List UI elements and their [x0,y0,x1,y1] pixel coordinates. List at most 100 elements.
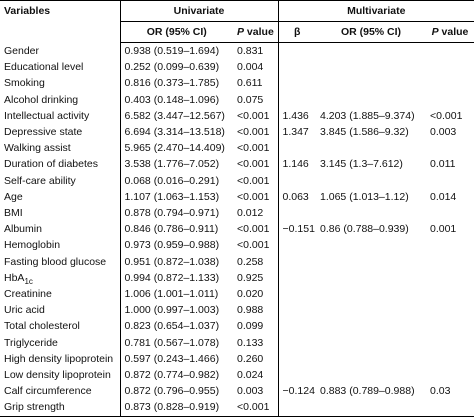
row-label: Walking assist [0,140,121,157]
table-row: HbA1c 0.994 (0.872–1.133) 0.925 [0,269,474,287]
cell: 0.011 [430,158,456,171]
cell: 0.872 (0.796–0.955) [124,385,220,398]
cell [278,205,316,221]
label-text: Grip strength [4,401,65,414]
cell [426,351,474,367]
label-text: Total cholesterol [4,320,80,333]
row-label: Calf circumference [0,383,121,400]
cell: 0.781 (0.567–1.078) [124,336,220,349]
cell: 3.145 (1.3–7.612) [320,158,403,171]
label-text: Fasting blood glucose [4,255,107,268]
label-text: HbA [4,271,25,284]
header-text: value [244,26,274,38]
cell: 0.925 [233,269,279,287]
label-text: Albumin [4,223,42,236]
cell: <0.001 [233,172,279,189]
cell [278,351,316,367]
cell [278,75,316,91]
table-row: Educational level 0.252 (0.099–0.639) 0.00… [0,59,474,76]
cell: 1.436 [282,109,309,122]
cell: 0.03 [430,385,451,398]
cell: 0.260 [233,350,279,368]
table-row: Uric acid 1.000 (0.997–1.003) 0.988 [0,302,474,319]
cell [316,59,426,75]
cell [426,254,474,270]
header-cell: Multivariate [278,0,474,22]
table-row: Walking assist 5.965 (2.470–14.409) <0.001 [0,140,474,157]
table-row: Triglyceride 0.781 (0.567–1.078) 0.133 [0,334,474,351]
cell: <0.001 [233,156,279,173]
cell: −0.124 [282,385,315,398]
table-row: Alcohol drinking 0.403 (0.148–1.096) 0.075 [0,91,474,108]
header-cell: β [278,21,316,43]
header-cell: OR (95% CI) [316,21,426,43]
row-label: Total cholesterol [0,318,121,335]
table-row: Duration of diabetes 3.538 (1.776–7.052) <… [0,156,474,173]
table-row: Calf circumference 0.872 (0.796–0.955) 0.0… [0,383,474,400]
cell: 0.014 [430,190,457,203]
cell [278,399,316,417]
label-text: Intellectual activity [4,109,90,122]
cell: 0.075 [233,91,279,108]
table-row: Self-care ability 0.068 (0.016–0.291) <0.0… [0,172,474,189]
label-text: Age [4,190,23,203]
header-cell: Variables [0,0,121,43]
row-label: Alcohol drinking [0,91,121,108]
cell [316,173,426,189]
cell: 0.004 [233,59,279,76]
cell [426,92,474,108]
table-row: Creatinine 1.006 (1.001–1.011) 0.020 [0,286,474,303]
cell [278,270,316,286]
cell: 0.003 [233,383,279,400]
cell: 0.252 (0.099–0.639) [124,61,220,74]
row-label: High density lipoprotein [0,350,121,368]
cell: 0.973 (0.959–0.988) [124,239,220,252]
header-cell: Univariate [120,0,279,22]
table-row: Low density lipoprotein 0.872 (0.774–0.98… [0,367,474,384]
label-text: Depressive state [4,126,83,139]
cell [316,351,426,367]
cell: 0.816 (0.373–1.785) [124,77,220,90]
label-text: Calf circumference [4,385,92,398]
cell: −0.151 [282,223,315,236]
row-label: HbA1c [0,269,121,287]
row-label: Intellectual activity [0,107,121,125]
label-text: High density lipoprotein [4,352,114,365]
cell: 0.611 [233,75,279,92]
table-row: Fasting blood glucose 0.951 (0.872–1.038)… [0,253,474,270]
cell [316,399,426,417]
cell: 1.006 (1.001–1.011) [124,288,219,301]
header-text: OR (95% CI) [340,26,402,38]
cell: 0.403 (0.148–1.096) [124,93,220,106]
cell: <0.001 [233,188,279,206]
cell [278,367,316,383]
label-text: BMI [4,207,23,220]
cell [278,254,316,270]
header-cell: P value [233,21,279,43]
cell: 0.823 (0.654–1.037) [124,320,220,333]
label-text: Self-care ability [4,174,76,187]
cell [316,75,426,91]
cell: 0.938 (0.519–1.694) [124,45,220,57]
cell: 0.024 [233,367,279,384]
cell [426,367,474,383]
header-text: β [294,26,301,38]
cell: 0.988 [233,302,279,319]
header-italic: P [237,26,245,38]
label-text: Uric acid [4,304,45,317]
row-label: Hemoglobin [0,237,121,254]
table-row: Gender 0.938 (0.519–1.694) 0.831 [0,42,474,60]
cell [278,173,316,189]
cell: 0.133 [233,334,279,351]
table-row: BMI 0.878 (0.794–0.971) 0.012 [0,205,474,222]
cell: <0.001 [233,399,279,417]
cell: 0.831 [233,42,279,60]
table-row: Total cholesterol 0.823 (0.654–1.037) 0.09… [0,318,474,335]
cell [426,270,474,286]
label-text: Triglyceride [4,336,58,349]
cell: 0.994 (0.872–1.133) [124,271,220,284]
cell: 0.063 [282,190,309,203]
cell [316,335,426,351]
